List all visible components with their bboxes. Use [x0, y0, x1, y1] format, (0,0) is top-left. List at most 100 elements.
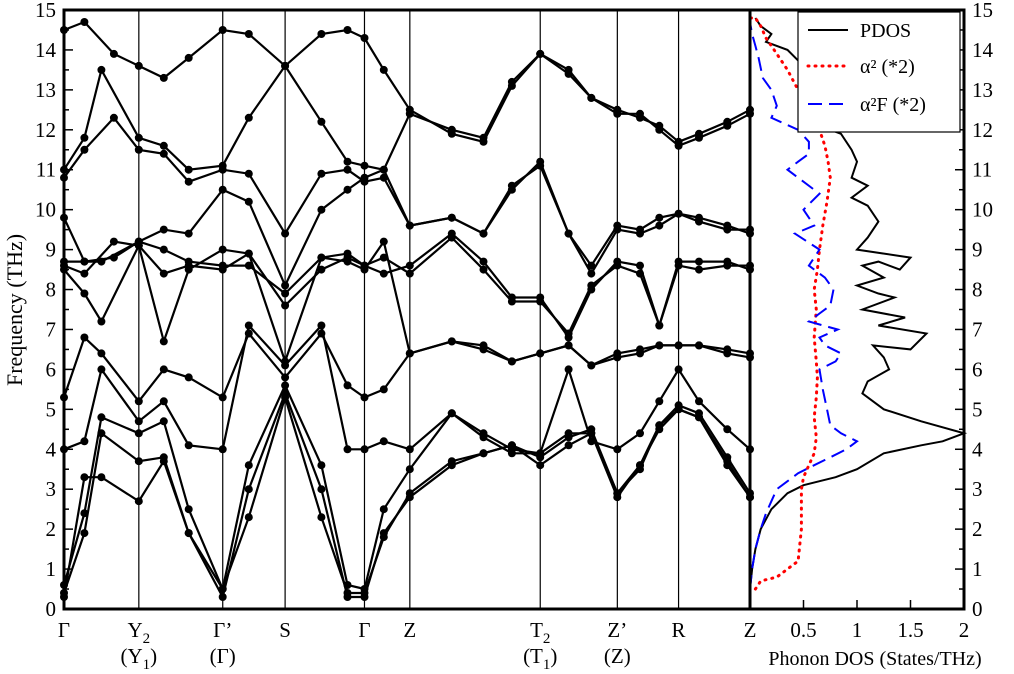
band-point: [379, 165, 388, 174]
band-point: [655, 397, 664, 406]
kpoint-label: Γ: [358, 618, 370, 642]
band-point: [655, 121, 664, 130]
legend-label-alpha2f: α²F (*2): [860, 94, 926, 116]
band-line-1: [63, 20, 751, 148]
y-tick-label: 13: [35, 78, 56, 102]
band-point: [244, 513, 253, 522]
band-point: [447, 125, 456, 134]
band-point: [317, 485, 326, 494]
band-point: [723, 117, 732, 126]
band-point: [109, 237, 118, 246]
band-point: [244, 261, 253, 270]
band-point: [507, 77, 516, 86]
y-tick-label: 6: [46, 357, 57, 381]
band-point: [244, 113, 253, 122]
band-point: [360, 445, 369, 454]
band-point: [587, 281, 596, 290]
band-point: [695, 257, 703, 266]
y-axis-title: Frequency (THz): [2, 234, 27, 386]
band-point: [244, 321, 253, 330]
dos-x-tick-label: 1: [852, 618, 863, 642]
band-point: [695, 341, 703, 350]
band-point: [447, 337, 456, 346]
band-point: [587, 261, 596, 270]
band-point: [405, 269, 414, 278]
band-point: [343, 257, 352, 266]
y-tick-label: 12: [35, 118, 56, 142]
band-point: [159, 73, 168, 82]
band-point: [109, 113, 118, 122]
kpoint-label: Z: [403, 618, 416, 642]
band-point: [159, 417, 168, 426]
band-point: [479, 449, 488, 458]
band-point: [379, 437, 388, 446]
band-point: [317, 461, 326, 470]
band-point: [80, 289, 89, 298]
kpoint-equivalent-label: (Z): [604, 644, 631, 668]
band-point: [80, 333, 89, 342]
band-point: [587, 425, 596, 434]
band-point: [244, 461, 253, 470]
band-point: [80, 269, 89, 278]
band-point: [134, 133, 143, 142]
band-point: [159, 149, 168, 158]
band-point: [218, 265, 227, 274]
band-point: [405, 489, 414, 498]
band-point: [159, 141, 168, 150]
band-point: [343, 185, 352, 194]
dos-y-tick-label: 10: [972, 198, 993, 222]
band-point: [536, 349, 545, 358]
dos-y-tick-label: 1: [972, 557, 983, 581]
dos-y-tick-label: 5: [972, 397, 983, 421]
kpoint-label: Z’: [607, 618, 627, 642]
band-point: [447, 213, 456, 222]
band-point: [184, 177, 193, 186]
dos-y-tick-label: 11: [972, 158, 992, 182]
band-point: [507, 441, 516, 450]
y-tick-label: 8: [46, 278, 57, 302]
dos-y-tick-label: 6: [972, 357, 983, 381]
band-point: [636, 349, 644, 358]
band-point: [281, 281, 290, 290]
band-point: [655, 421, 664, 430]
band-point: [317, 513, 326, 522]
band-point: [636, 269, 644, 278]
band-point: [564, 365, 573, 374]
band-point: [695, 413, 703, 422]
band-point: [184, 441, 193, 450]
band-point: [564, 433, 573, 442]
band-point: [317, 30, 326, 38]
band-point: [536, 157, 545, 166]
dos-y-tick-label: 14: [972, 38, 994, 62]
band-point: [281, 393, 290, 402]
band-point: [564, 441, 573, 450]
band-point: [317, 265, 326, 274]
kpoint-equivalent-label: (Γ): [210, 644, 236, 668]
band-point: [218, 26, 227, 34]
y-tick-label: 14: [35, 38, 57, 62]
legend: PDOS α² (*2) α²F (*2): [797, 11, 961, 133]
band-point: [507, 449, 516, 458]
band-point: [80, 133, 89, 142]
band-point: [343, 381, 352, 390]
band-point: [159, 337, 168, 346]
dos-x-tick-label: Z: [744, 618, 757, 642]
band-point: [80, 257, 89, 266]
legend-box: [797, 11, 961, 133]
band-point: [536, 297, 545, 306]
band-point: [636, 465, 644, 474]
band-point: [343, 445, 352, 454]
band-point: [281, 229, 290, 238]
band-point: [80, 145, 89, 154]
band-point: [80, 529, 89, 538]
y-tick-label: 3: [46, 477, 57, 501]
band-point: [613, 445, 622, 454]
band-point: [379, 533, 388, 542]
kpoint-label: Γ: [58, 618, 70, 642]
band-line-3: [63, 116, 750, 268]
band-point: [536, 461, 545, 470]
y-tick-label: 7: [46, 317, 57, 341]
band-point: [360, 589, 369, 597]
band-point: [218, 185, 227, 194]
